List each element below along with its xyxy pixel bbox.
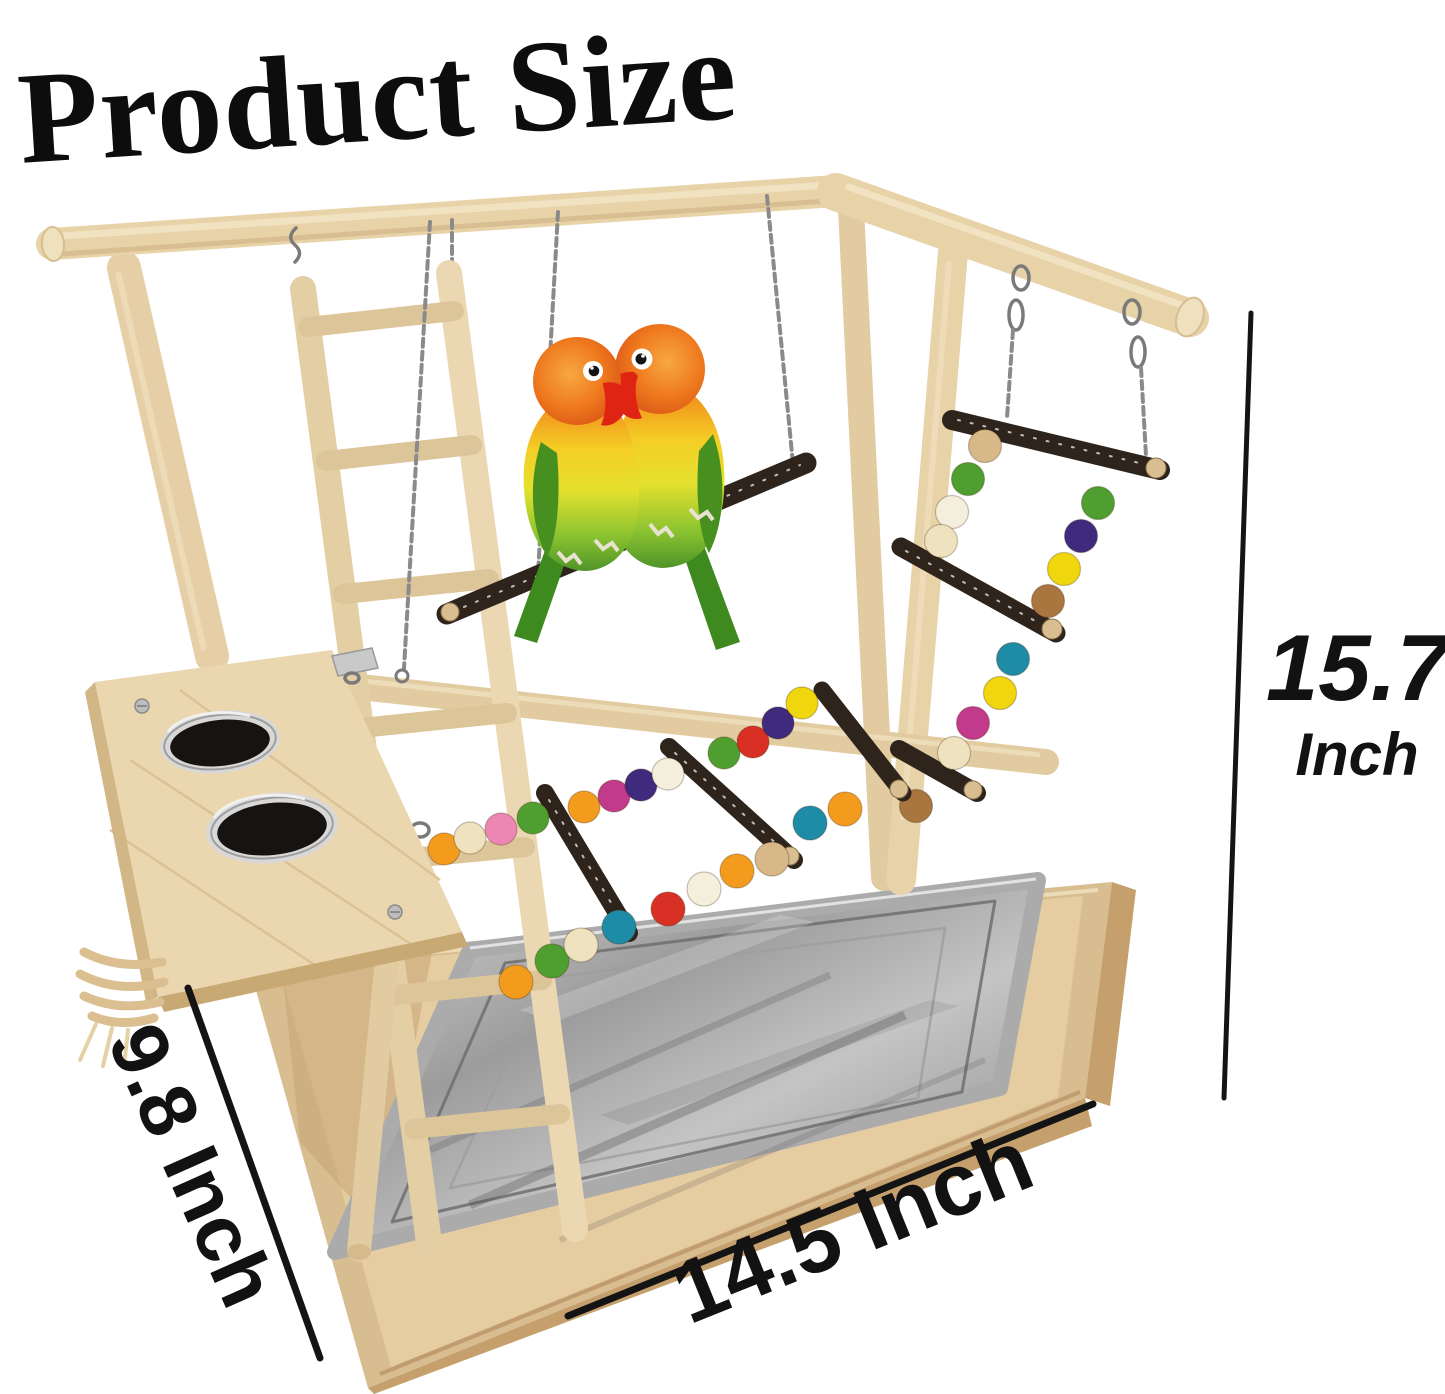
bird-foot	[556, 550, 583, 566]
lovebird-left	[514, 337, 640, 643]
s-hook-icon	[289, 226, 302, 264]
bead-ladder	[890, 264, 1170, 824]
feeder-cup-1	[160, 710, 280, 774]
chain-hook-icon	[394, 668, 410, 684]
bird-tail	[684, 535, 740, 650]
height-dimension-line	[1221, 310, 1254, 1101]
left-post	[107, 251, 229, 673]
height-value: 15.7	[1266, 615, 1445, 720]
back-right-post	[838, 195, 897, 891]
feeding-platform	[75, 647, 468, 1262]
top-right-bar	[817, 173, 1209, 337]
bar-end-cap-right	[1174, 296, 1206, 338]
width-dimension-line	[564, 1100, 1097, 1320]
support-bar	[320, 671, 1059, 775]
swing-chain-right	[765, 194, 795, 466]
bird-foot	[593, 538, 620, 553]
hinge	[331, 647, 379, 677]
bird-tail	[514, 542, 566, 643]
height-dimension-label: 15.7 Inch	[1266, 620, 1445, 785]
depth-dimension-line	[184, 984, 324, 1362]
bead-bridge	[409, 681, 912, 1000]
top-back-bar	[36, 175, 852, 260]
feeder-cup-2	[206, 792, 338, 864]
bar-end-cap-left	[40, 226, 66, 262]
sisal-rope	[75, 947, 169, 1068]
dimension-lines	[184, 310, 1254, 1362]
bird-foot	[648, 522, 675, 539]
anchor-chain	[402, 220, 432, 670]
bird-foot	[688, 507, 715, 522]
wooden-frame	[36, 173, 1209, 895]
bird-beak	[601, 382, 628, 426]
height-unit: Inch	[1295, 720, 1419, 788]
platform-leg	[347, 936, 400, 1262]
